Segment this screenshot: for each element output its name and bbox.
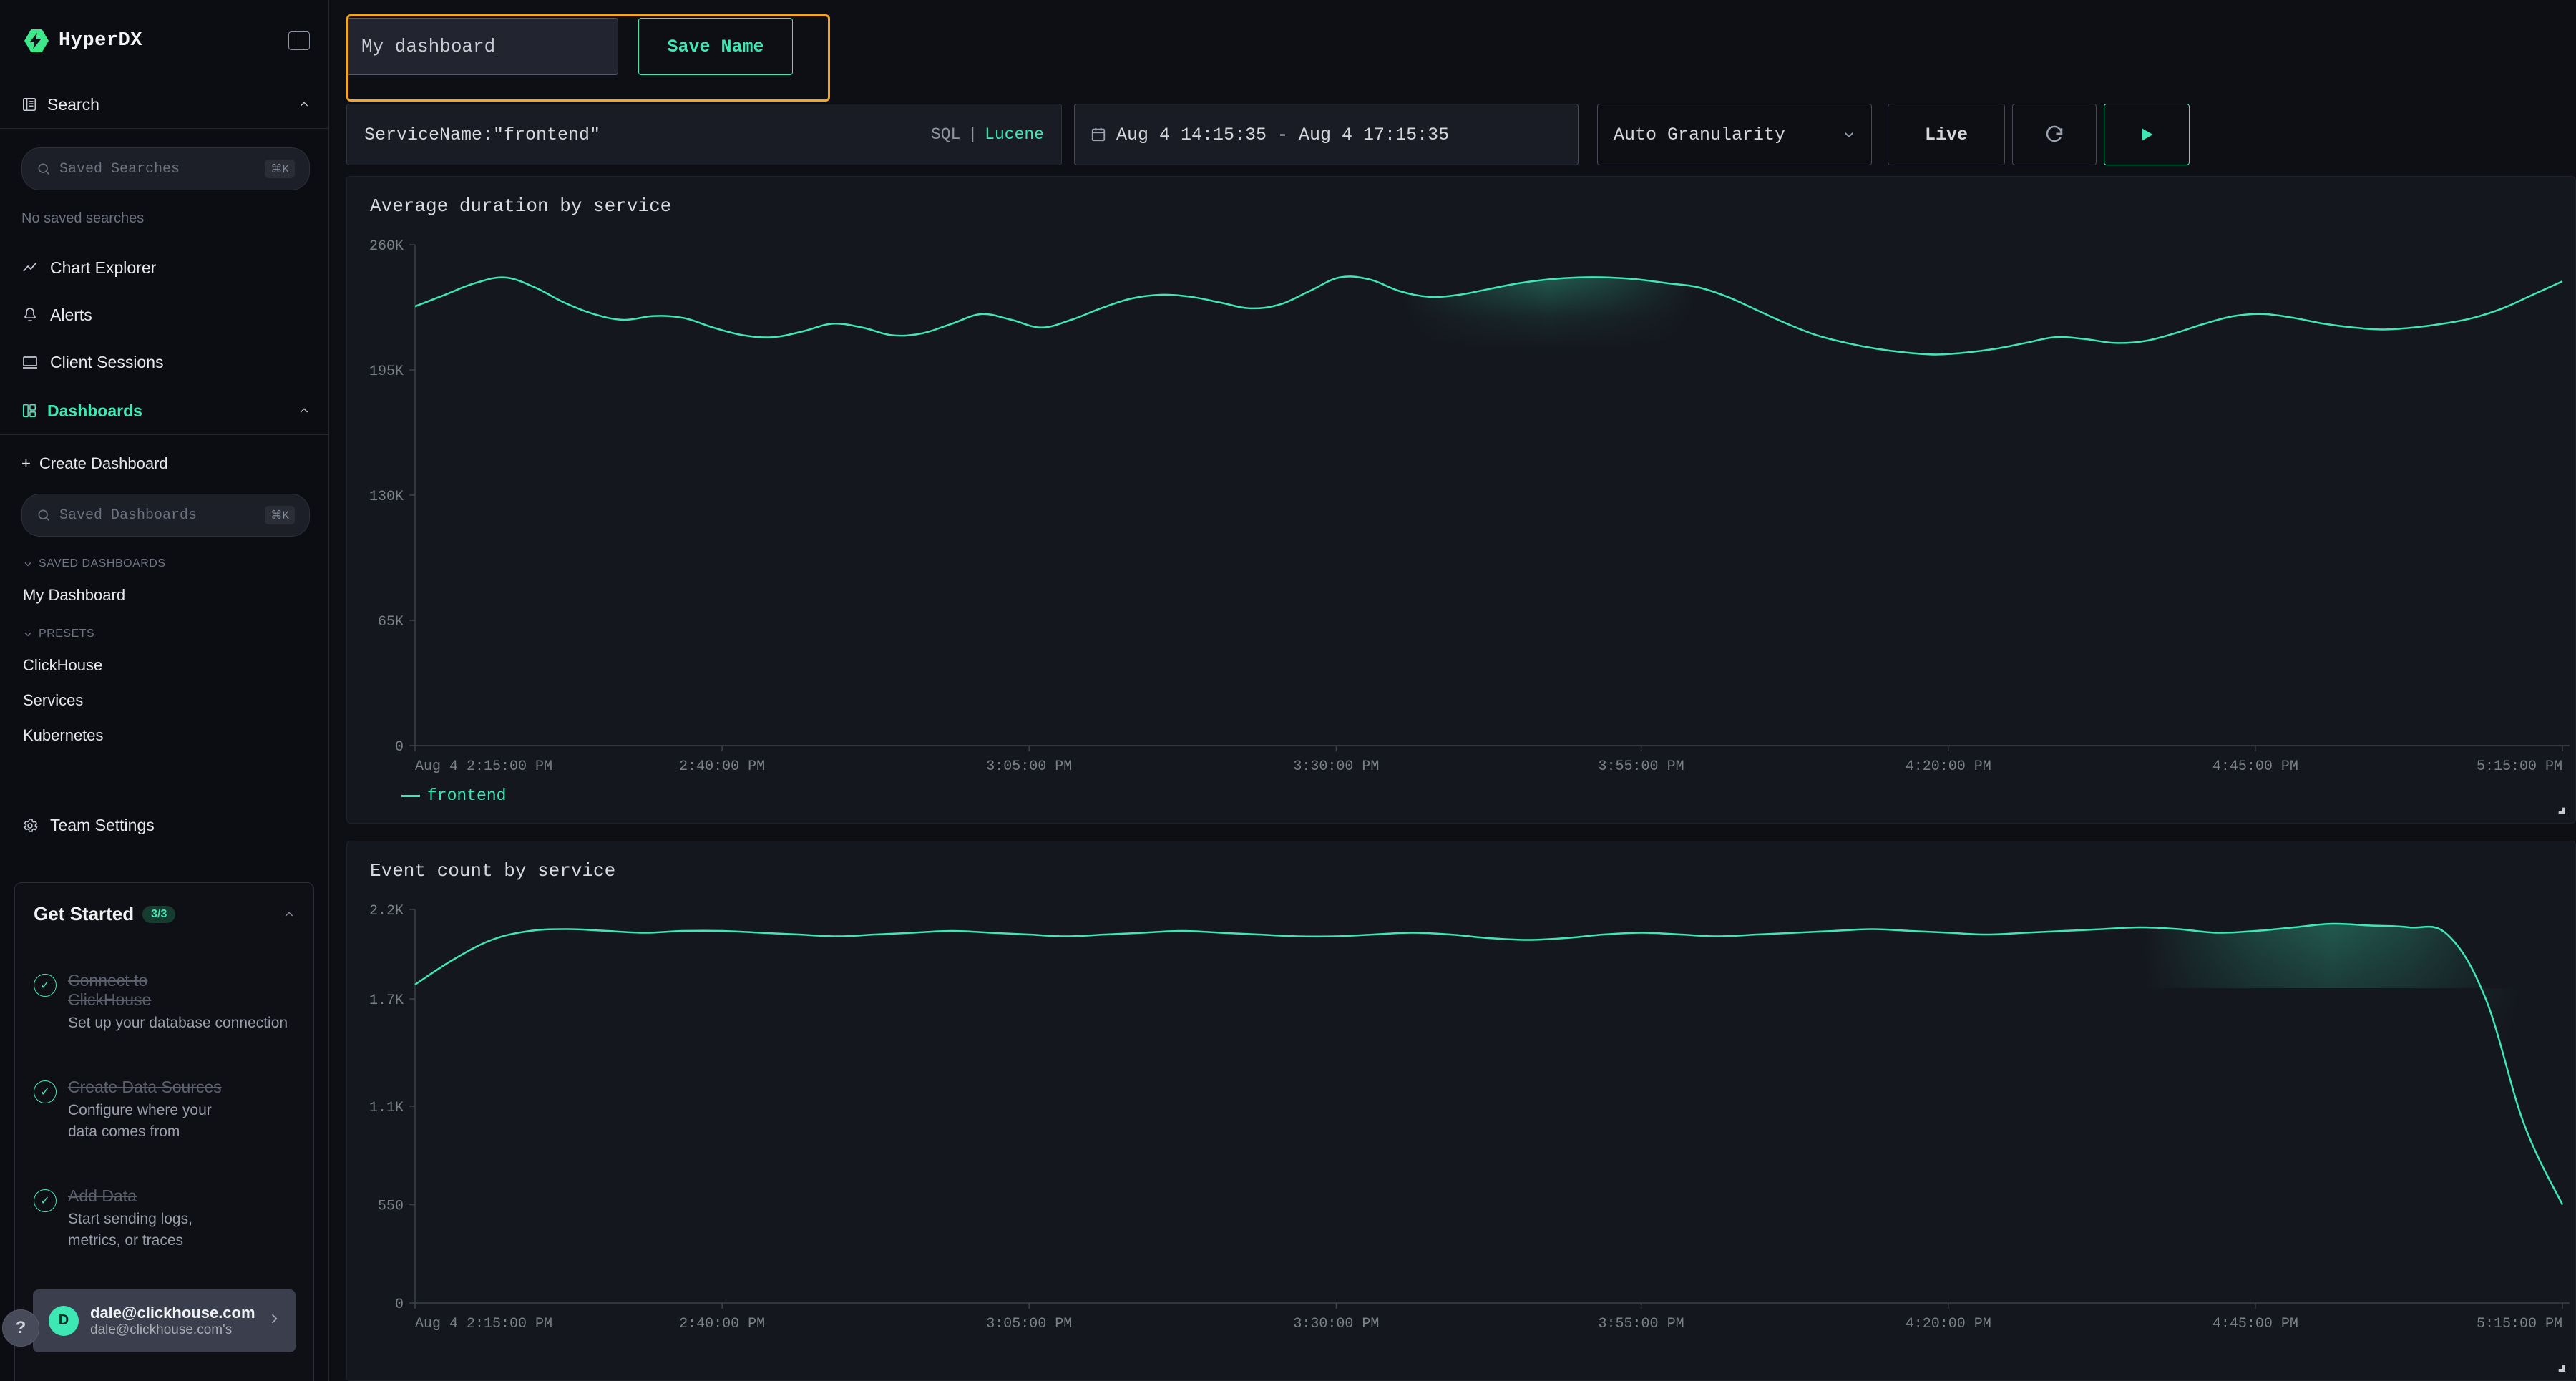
svg-text:0: 0 xyxy=(395,1297,404,1313)
svg-text:5:15:00 PM: 5:15:00 PM xyxy=(2477,758,2562,775)
svg-text:1.1K: 1.1K xyxy=(369,1100,404,1116)
svg-text:3:05:00 PM: 3:05:00 PM xyxy=(986,1316,1072,1332)
svg-text:130K: 130K xyxy=(369,489,404,505)
svg-text:3:30:00 PM: 3:30:00 PM xyxy=(1293,758,1379,775)
svg-text:4:45:00 PM: 4:45:00 PM xyxy=(2212,1316,2298,1332)
svg-text:2:40:00 PM: 2:40:00 PM xyxy=(679,758,765,775)
svg-text:2:40:00 PM: 2:40:00 PM xyxy=(679,1316,765,1332)
svg-text:4:45:00 PM: 4:45:00 PM xyxy=(2212,758,2298,775)
svg-text:Aug 4 2:15:00 PM: Aug 4 2:15:00 PM xyxy=(415,758,552,775)
svg-text:3:55:00 PM: 3:55:00 PM xyxy=(1599,758,1684,775)
svg-text:3:30:00 PM: 3:30:00 PM xyxy=(1293,1316,1379,1332)
svg-text:550: 550 xyxy=(378,1199,404,1215)
svg-text:2.2K: 2.2K xyxy=(369,903,404,919)
svg-text:65K: 65K xyxy=(378,614,404,630)
svg-text:3:55:00 PM: 3:55:00 PM xyxy=(1599,1316,1684,1332)
svg-text:3:05:00 PM: 3:05:00 PM xyxy=(986,758,1072,775)
svg-text:195K: 195K xyxy=(369,363,404,380)
svg-text:1.7K: 1.7K xyxy=(369,992,404,1009)
svg-text:4:20:00 PM: 4:20:00 PM xyxy=(1906,1316,1991,1332)
svg-text:5:15:00 PM: 5:15:00 PM xyxy=(2477,1316,2562,1332)
svg-text:Aug 4 2:15:00 PM: Aug 4 2:15:00 PM xyxy=(415,1316,552,1332)
svg-text:0: 0 xyxy=(395,739,404,756)
svg-text:4:20:00 PM: 4:20:00 PM xyxy=(1906,758,1991,775)
svg-text:260K: 260K xyxy=(369,238,404,255)
